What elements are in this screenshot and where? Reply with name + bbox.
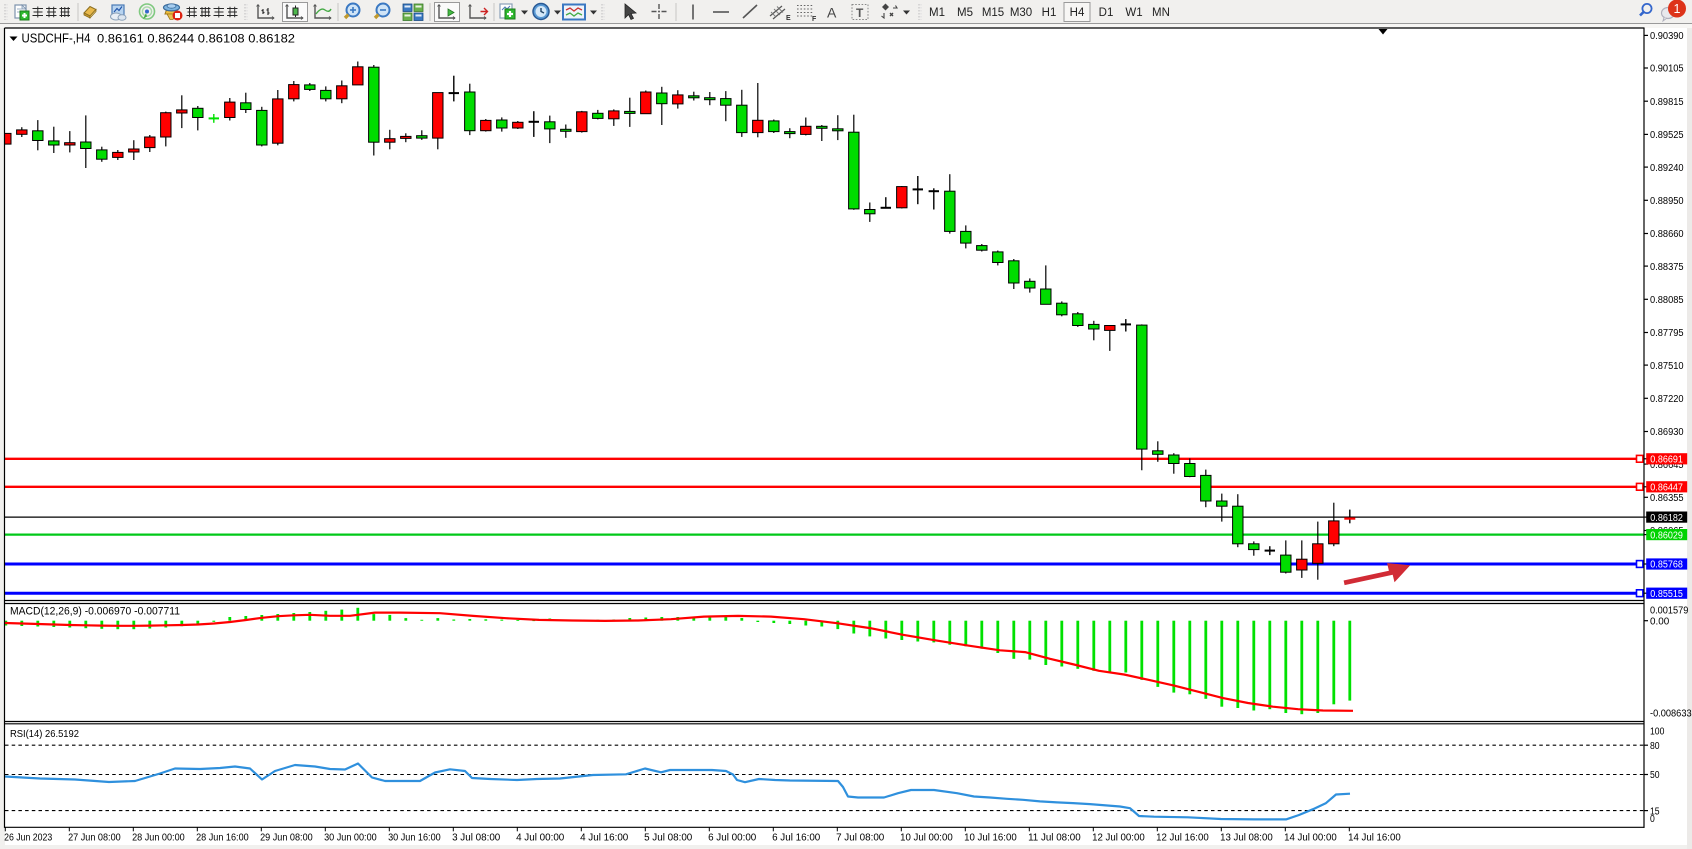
svg-text:0.86355: 0.86355: [1650, 493, 1684, 504]
svg-text:5 Jul 08:00: 5 Jul 08:00: [644, 832, 693, 843]
svg-text:0.86447: 0.86447: [1650, 483, 1683, 494]
svg-text:-0.008633: -0.008633: [1650, 708, 1692, 719]
svg-text:H1: H1: [1042, 7, 1057, 19]
svg-text:0.88085: 0.88085: [1650, 295, 1684, 306]
svg-text:28 Jun 16:00: 28 Jun 16:00: [196, 832, 249, 843]
svg-text:A: A: [827, 5, 837, 21]
svg-text:0.00: 0.00: [1650, 617, 1670, 628]
svg-text:USDCHF-,H4: USDCHF-,H4: [22, 32, 91, 46]
svg-text:0.86161 0.86244 0.86108 0.8618: 0.86161 0.86244 0.86108 0.86182: [97, 32, 295, 46]
svg-text:RSI(14) 26.5192: RSI(14) 26.5192: [10, 728, 79, 740]
svg-text:0.86029: 0.86029: [1650, 530, 1683, 541]
svg-text:10 Jul 16:00: 10 Jul 16:00: [964, 832, 1017, 843]
svg-text:26 Jun 2023: 26 Jun 2023: [4, 832, 53, 843]
svg-text:T: T: [856, 6, 864, 20]
svg-text:80: 80: [1650, 741, 1660, 752]
svg-text:15: 15: [1650, 806, 1660, 817]
svg-text:100: 100: [1650, 726, 1665, 737]
svg-text:0.88660: 0.88660: [1650, 229, 1684, 240]
svg-text:H4: H4: [1070, 7, 1085, 19]
svg-text:0.89525: 0.89525: [1650, 130, 1684, 141]
svg-text:11 Jul 08:00: 11 Jul 08:00: [1028, 832, 1081, 843]
svg-text:10 Jul 00:00: 10 Jul 00:00: [900, 832, 953, 843]
svg-text:3 Jul 08:00: 3 Jul 08:00: [452, 832, 501, 843]
svg-text:M1: M1: [929, 7, 945, 19]
svg-text:4 Jul 00:00: 4 Jul 00:00: [516, 832, 565, 843]
svg-text:30 Jun 00:00: 30 Jun 00:00: [324, 832, 377, 843]
svg-text:13 Jul 08:00: 13 Jul 08:00: [1220, 832, 1273, 843]
svg-text:1: 1: [1674, 2, 1681, 16]
svg-text:M5: M5: [957, 7, 973, 19]
svg-text:12 Jul 16:00: 12 Jul 16:00: [1156, 832, 1209, 843]
svg-text:0.86182: 0.86182: [1650, 513, 1683, 524]
svg-text:E: E: [786, 15, 791, 22]
svg-text:0.90105: 0.90105: [1650, 64, 1684, 75]
svg-text:0.87220: 0.87220: [1650, 394, 1684, 405]
svg-text:7 Jul 08:00: 7 Jul 08:00: [836, 832, 885, 843]
svg-text:0: 0: [1650, 814, 1655, 825]
svg-text:0.86645: 0.86645: [1650, 460, 1684, 471]
svg-text:0.85768: 0.85768: [1650, 560, 1683, 571]
svg-text:0.87795: 0.87795: [1650, 328, 1684, 339]
svg-text:M15: M15: [982, 7, 1004, 19]
svg-text:F: F: [812, 16, 817, 23]
svg-text:0.86691: 0.86691: [1650, 455, 1683, 466]
svg-text:30 Jun 16:00: 30 Jun 16:00: [388, 832, 441, 843]
svg-text:0.89240: 0.89240: [1650, 163, 1684, 174]
svg-text:D1: D1: [1099, 7, 1114, 19]
svg-text:27 Jun 08:00: 27 Jun 08:00: [68, 832, 121, 843]
svg-text:29 Jun 08:00: 29 Jun 08:00: [260, 832, 313, 843]
svg-text:0.001579: 0.001579: [1650, 606, 1689, 617]
svg-text:0.88375: 0.88375: [1650, 262, 1684, 273]
svg-text:MACD(12,26,9) -0.006970 -0.007: MACD(12,26,9) -0.006970 -0.007711: [10, 606, 180, 618]
svg-text:6 Jul 00:00: 6 Jul 00:00: [708, 832, 757, 843]
svg-text:0.90390: 0.90390: [1650, 31, 1684, 42]
svg-text:0.88950: 0.88950: [1650, 196, 1684, 207]
svg-text:MN: MN: [1152, 7, 1170, 19]
svg-text:0.89815: 0.89815: [1650, 97, 1684, 108]
svg-text:0.87510: 0.87510: [1650, 361, 1684, 372]
svg-text:0.85515: 0.85515: [1650, 589, 1683, 600]
svg-text:14 Jul 00:00: 14 Jul 00:00: [1284, 832, 1337, 843]
svg-text:M30: M30: [1010, 7, 1032, 19]
svg-text:12 Jul 00:00: 12 Jul 00:00: [1092, 832, 1145, 843]
svg-text:28 Jun 00:00: 28 Jun 00:00: [132, 832, 185, 843]
svg-text:50: 50: [1650, 770, 1660, 781]
svg-text:0.86930: 0.86930: [1650, 427, 1684, 438]
svg-text:4 Jul 16:00: 4 Jul 16:00: [580, 832, 629, 843]
svg-text:W1: W1: [1125, 7, 1142, 19]
svg-text:6 Jul 16:00: 6 Jul 16:00: [772, 832, 821, 843]
svg-text:14 Jul 16:00: 14 Jul 16:00: [1348, 832, 1401, 843]
